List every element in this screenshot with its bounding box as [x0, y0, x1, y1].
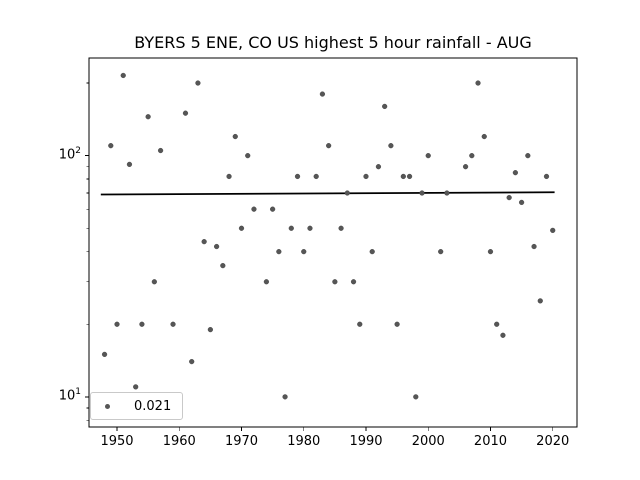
data-point	[344, 190, 350, 196]
y-tick-label: 101	[58, 387, 81, 404]
data-point	[419, 190, 425, 196]
x-tick-label: 2010	[473, 434, 508, 449]
data-point	[338, 225, 344, 231]
data-point	[307, 225, 313, 231]
data-point	[438, 249, 444, 255]
data-point	[382, 103, 388, 110]
data-point	[251, 206, 257, 212]
data-point	[363, 173, 369, 180]
data-point	[133, 384, 139, 390]
data-point	[319, 91, 326, 97]
data-point	[120, 72, 126, 79]
data-point	[232, 133, 238, 140]
data-point	[214, 243, 220, 250]
data-point	[220, 263, 226, 269]
data-point	[170, 321, 176, 327]
data-point	[101, 351, 108, 357]
x-tick-label: 1960	[162, 434, 196, 449]
legend-marker-dot	[105, 403, 110, 409]
data-point	[506, 195, 512, 201]
data-point	[114, 321, 120, 327]
data-point	[525, 153, 531, 159]
data-point	[500, 332, 506, 338]
data-point	[207, 327, 213, 333]
y-tick-label: 102	[58, 146, 81, 163]
plot-border	[88, 57, 578, 428]
data-point	[126, 161, 133, 167]
data-point	[313, 173, 319, 180]
data-point	[201, 239, 207, 245]
x-tick-label: 1990	[349, 434, 383, 449]
chart-title: BYERS 5 ENE, CO US highest 5 hour rainfa…	[134, 33, 532, 52]
data-point	[288, 225, 294, 231]
data-point	[226, 173, 232, 180]
data-point	[425, 153, 431, 159]
x-tick-label: 2000	[411, 434, 445, 449]
data-point	[301, 249, 307, 255]
data-point	[245, 153, 251, 159]
legend: 0.021	[90, 392, 183, 420]
data-point	[157, 147, 164, 154]
data-point	[263, 279, 269, 285]
data-point	[350, 279, 357, 285]
data-point	[189, 359, 195, 365]
data-point	[282, 394, 288, 400]
data-point	[238, 225, 245, 231]
data-point	[332, 279, 338, 285]
x-tick-label: 1980	[287, 434, 321, 449]
data-point	[537, 298, 543, 304]
data-point	[543, 173, 550, 180]
data-point	[413, 394, 419, 400]
data-point	[270, 206, 276, 212]
data-point	[294, 173, 301, 180]
data-point	[406, 173, 413, 180]
data-point	[151, 279, 157, 285]
data-point	[487, 249, 494, 255]
data-point	[357, 321, 363, 327]
data-point	[195, 80, 201, 86]
data-point	[531, 243, 537, 250]
data-point	[475, 80, 481, 86]
x-tick-label: 1950	[100, 434, 134, 449]
data-point	[469, 153, 475, 159]
legend-label: 0.021	[134, 398, 172, 414]
data-point	[494, 321, 500, 327]
data-point	[512, 170, 518, 176]
x-tick-label: 1970	[224, 434, 259, 449]
data-point	[481, 133, 487, 140]
trend-line	[100, 191, 555, 196]
data-point	[444, 190, 450, 196]
data-point	[139, 321, 145, 327]
data-point	[462, 164, 469, 170]
data-point	[394, 321, 400, 327]
data-point	[276, 249, 282, 255]
data-point	[375, 164, 382, 170]
data-point	[400, 173, 406, 180]
data-point	[388, 143, 394, 149]
data-point	[550, 227, 556, 233]
data-point	[145, 114, 151, 120]
data-point	[369, 249, 375, 255]
data-point	[326, 143, 332, 149]
x-tick-label: 2020	[536, 434, 570, 449]
data-point	[182, 110, 189, 116]
data-point	[519, 199, 525, 206]
data-point	[108, 143, 114, 149]
